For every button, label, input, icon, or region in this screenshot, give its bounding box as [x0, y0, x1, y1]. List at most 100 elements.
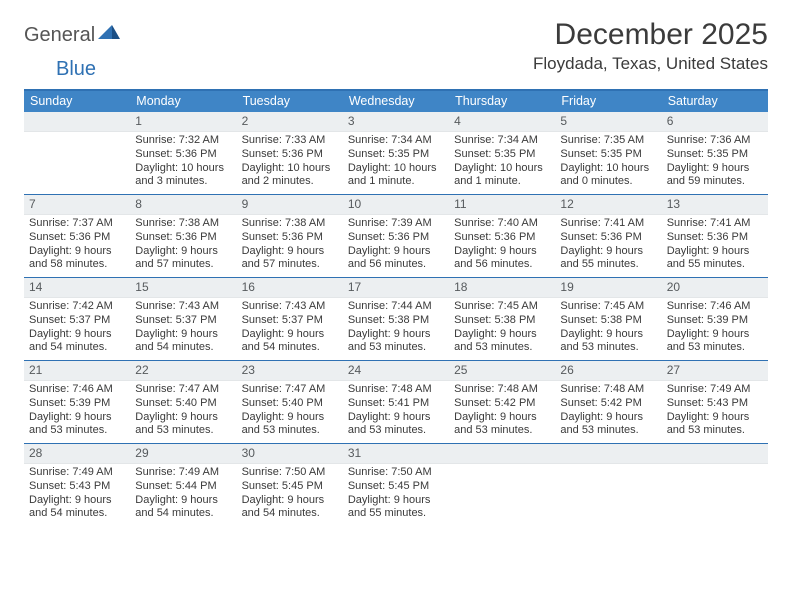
- daylight-text: Daylight: 9 hours and 53 minutes.: [348, 411, 444, 439]
- daylight-text: Daylight: 9 hours and 53 minutes.: [667, 328, 763, 356]
- sunrise-text: Sunrise: 7:45 AM: [560, 300, 656, 314]
- sunset-text: Sunset: 5:44 PM: [135, 480, 231, 494]
- week-row: .1Sunrise: 7:32 AMSunset: 5:36 PMDayligh…: [24, 112, 768, 194]
- sunset-text: Sunset: 5:39 PM: [667, 314, 763, 328]
- sunset-text: Sunset: 5:36 PM: [667, 231, 763, 245]
- daylight-text: Daylight: 9 hours and 55 minutes.: [348, 494, 444, 522]
- logo: General: [24, 24, 120, 47]
- day-number: 25: [449, 361, 555, 381]
- day-body: Sunrise: 7:41 AMSunset: 5:36 PMDaylight:…: [555, 215, 661, 276]
- day-cell: 2Sunrise: 7:33 AMSunset: 5:36 PMDaylight…: [237, 112, 343, 194]
- dow-wednesday: Wednesday: [343, 91, 449, 112]
- day-cell: 21Sunrise: 7:46 AMSunset: 5:39 PMDayligh…: [24, 361, 130, 443]
- day-cell: 10Sunrise: 7:39 AMSunset: 5:36 PMDayligh…: [343, 195, 449, 277]
- daylight-text: Daylight: 9 hours and 54 minutes.: [135, 494, 231, 522]
- day-number: 21: [24, 361, 130, 381]
- day-body: Sunrise: 7:36 AMSunset: 5:35 PMDaylight:…: [662, 132, 768, 193]
- day-cell: 17Sunrise: 7:44 AMSunset: 5:38 PMDayligh…: [343, 278, 449, 360]
- sunset-text: Sunset: 5:38 PM: [560, 314, 656, 328]
- day-cell: 14Sunrise: 7:42 AMSunset: 5:37 PMDayligh…: [24, 278, 130, 360]
- day-number: 3: [343, 112, 449, 132]
- title-block: December 2025 Floydada, Texas, United St…: [533, 18, 768, 74]
- logo-word-1: General: [24, 24, 95, 47]
- day-number: 31: [343, 444, 449, 464]
- sunset-text: Sunset: 5:43 PM: [29, 480, 125, 494]
- logo-word-2: Blue: [56, 58, 96, 80]
- day-number: .: [449, 444, 555, 464]
- sunrise-text: Sunrise: 7:50 AM: [242, 466, 338, 480]
- daylight-text: Daylight: 9 hours and 55 minutes.: [667, 245, 763, 273]
- sunset-text: Sunset: 5:43 PM: [667, 397, 763, 411]
- sunrise-text: Sunrise: 7:49 AM: [29, 466, 125, 480]
- sunset-text: Sunset: 5:38 PM: [454, 314, 550, 328]
- daylight-text: Daylight: 9 hours and 54 minutes.: [135, 328, 231, 356]
- day-body: Sunrise: 7:38 AMSunset: 5:36 PMDaylight:…: [237, 215, 343, 276]
- day-cell: 19 Sunrise: 7:45 AMSunset: 5:38 PMDayligh…: [555, 278, 661, 360]
- day-cell: 20Sunrise: 7:46 AMSunset: 5:39 PMDayligh…: [662, 278, 768, 360]
- sunrise-text: Sunrise: 7:48 AM: [454, 383, 550, 397]
- sunset-text: Sunset: 5:36 PM: [29, 231, 125, 245]
- day-number: 16: [237, 278, 343, 298]
- daylight-text: Daylight: 9 hours and 57 minutes.: [135, 245, 231, 273]
- day-body: Sunrise: 7:33 AMSunset: 5:36 PMDaylight:…: [237, 132, 343, 193]
- daylight-text: Daylight: 10 hours and 2 minutes.: [242, 162, 338, 190]
- day-number: 19: [555, 278, 661, 298]
- sunrise-text: Sunrise: 7:49 AM: [667, 383, 763, 397]
- daylight-text: Daylight: 9 hours and 53 minutes.: [667, 411, 763, 439]
- sunrise-text: Sunrise: 7:50 AM: [348, 466, 444, 480]
- sunset-text: Sunset: 5:45 PM: [242, 480, 338, 494]
- day-number: 26: [555, 361, 661, 381]
- day-body: Sunrise: 7:40 AMSunset: 5:36 PMDaylight:…: [449, 215, 555, 276]
- dow-monday: Monday: [130, 91, 236, 112]
- day-body: Sunrise: 7:35 AMSunset: 5:35 PMDaylight:…: [555, 132, 661, 193]
- day-number: .: [555, 444, 661, 464]
- sunrise-text: Sunrise: 7:37 AM: [29, 217, 125, 231]
- daylight-text: Daylight: 9 hours and 54 minutes.: [242, 328, 338, 356]
- day-cell: 8Sunrise: 7:38 AMSunset: 5:36 PMDaylight…: [130, 195, 236, 277]
- daylight-text: Daylight: 9 hours and 56 minutes.: [454, 245, 550, 273]
- daylight-text: Daylight: 10 hours and 3 minutes.: [135, 162, 231, 190]
- week-row: 14Sunrise: 7:42 AMSunset: 5:37 PMDayligh…: [24, 277, 768, 360]
- day-number: 2: [237, 112, 343, 132]
- daylight-text: Daylight: 9 hours and 53 minutes.: [560, 328, 656, 356]
- day-body: Sunrise: 7:48 AMSunset: 5:42 PMDaylight:…: [449, 381, 555, 442]
- sunset-text: Sunset: 5:35 PM: [560, 148, 656, 162]
- location-label: Floydada, Texas, United States: [533, 54, 768, 74]
- sunset-text: Sunset: 5:35 PM: [667, 148, 763, 162]
- sunrise-text: Sunrise: 7:34 AM: [348, 134, 444, 148]
- day-cell: 3Sunrise: 7:34 AMSunset: 5:35 PMDaylight…: [343, 112, 449, 194]
- day-cell: 13Sunrise: 7:41 AMSunset: 5:36 PMDayligh…: [662, 195, 768, 277]
- day-number: 6: [662, 112, 768, 132]
- daylight-text: Daylight: 9 hours and 55 minutes.: [560, 245, 656, 273]
- day-cell: .: [555, 444, 661, 526]
- week-row: 21Sunrise: 7:46 AMSunset: 5:39 PMDayligh…: [24, 360, 768, 443]
- daylight-text: Daylight: 9 hours and 54 minutes.: [242, 494, 338, 522]
- daylight-text: Daylight: 9 hours and 59 minutes.: [667, 162, 763, 190]
- day-number: 10: [343, 195, 449, 215]
- day-body: Sunrise: 7:48 AMSunset: 5:42 PMDaylight:…: [555, 381, 661, 442]
- day-body: Sunrise: 7:46 AMSunset: 5:39 PMDaylight:…: [24, 381, 130, 442]
- day-number: 29: [130, 444, 236, 464]
- week-row: 28Sunrise: 7:49 AMSunset: 5:43 PMDayligh…: [24, 443, 768, 526]
- day-number: 12: [555, 195, 661, 215]
- day-number: 1: [130, 112, 236, 132]
- day-body: Sunrise: 7:34 AMSunset: 5:35 PMDaylight:…: [343, 132, 449, 193]
- day-number: 18: [449, 278, 555, 298]
- sunset-text: Sunset: 5:35 PM: [348, 148, 444, 162]
- day-number: 17: [343, 278, 449, 298]
- dow-saturday: Saturday: [662, 91, 768, 112]
- day-number: 22: [130, 361, 236, 381]
- sunset-text: Sunset: 5:45 PM: [348, 480, 444, 494]
- sunrise-text: Sunrise: 7:44 AM: [348, 300, 444, 314]
- daylight-text: Daylight: 10 hours and 1 minute.: [348, 162, 444, 190]
- sunset-text: Sunset: 5:41 PM: [348, 397, 444, 411]
- sunrise-text: Sunrise: 7:41 AM: [560, 217, 656, 231]
- sunset-text: Sunset: 5:36 PM: [242, 148, 338, 162]
- sunset-text: Sunset: 5:39 PM: [29, 397, 125, 411]
- day-cell: .: [662, 444, 768, 526]
- daylight-text: Daylight: 9 hours and 54 minutes.: [29, 494, 125, 522]
- sunrise-text: Sunrise: 7:35 AM: [560, 134, 656, 148]
- day-number: 11: [449, 195, 555, 215]
- day-body: [24, 132, 130, 138]
- day-number: 15: [130, 278, 236, 298]
